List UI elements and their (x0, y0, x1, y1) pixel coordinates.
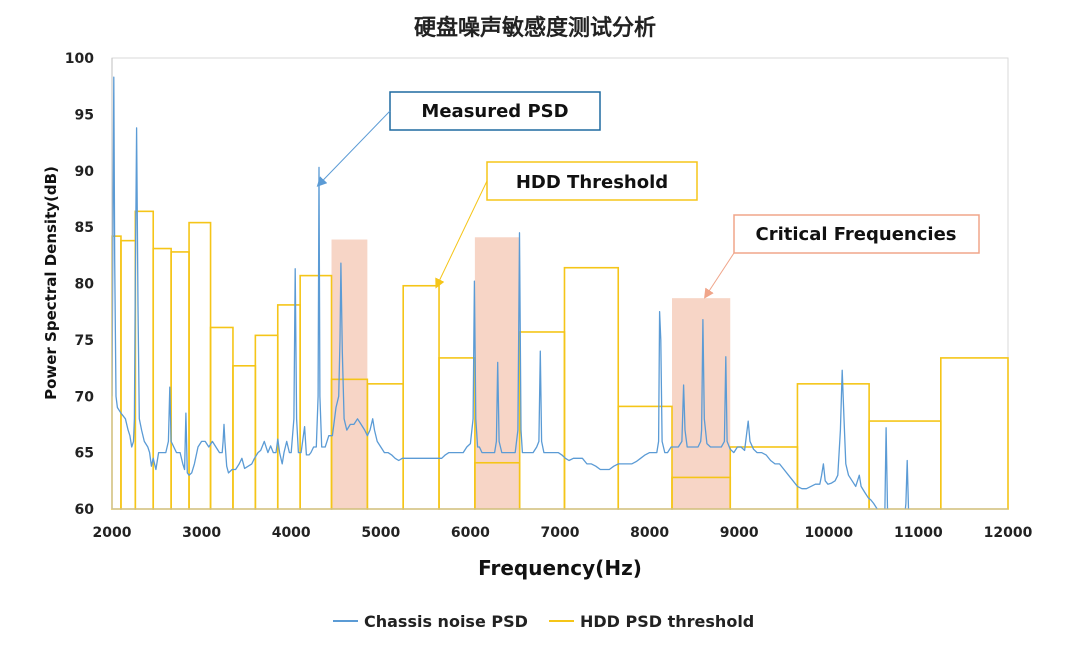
critical-region-3 (672, 298, 731, 509)
threshold-segment-11 (299, 274, 333, 510)
x-tick-label: 3000 (182, 525, 221, 541)
annotation-critical-text: Critical Frequencies (756, 224, 957, 245)
y-tick-label: 75 (75, 333, 94, 349)
y-tick-labels: 60 65 70 75 80 85 90 95 100 (65, 51, 94, 518)
annotation-measured-text: Measured PSD (421, 101, 568, 122)
threshold-segment-5 (170, 251, 190, 510)
critical-frequency-regions (331, 237, 731, 509)
y-tick-label: 65 (75, 446, 94, 462)
y-tick-label: 90 (75, 164, 95, 180)
annotation-critical-box (733, 214, 980, 254)
threshold-segment-23 (868, 420, 942, 510)
x-tick-label: 4000 (272, 525, 311, 541)
threshold-segment-17 (518, 331, 566, 510)
legend-item-threshold: HDD PSD threshold (549, 612, 754, 631)
threshold-segment-7 (209, 326, 234, 510)
annotation-measured-psd: Measured PSD (316, 91, 601, 187)
x-tick-label: 12000 (984, 525, 1033, 541)
threshold-segment-22 (796, 383, 870, 510)
threshold-segment-15 (438, 357, 476, 510)
x-tick-label: 10000 (804, 525, 853, 541)
y-tick-label: 95 (75, 107, 94, 123)
threshold-segment-9 (254, 334, 279, 510)
threshold-segment-6 (188, 221, 212, 510)
legend-label-threshold: HDD PSD threshold (580, 612, 754, 631)
threshold-series (111, 210, 1009, 510)
y-tick-label: 80 (75, 277, 95, 293)
annotation-threshold-box (486, 161, 698, 201)
x-tick-label: 5000 (361, 525, 400, 541)
legend: Chassis noise PSD HDD PSD threshold (333, 612, 754, 631)
annotation-measured-arrow (316, 110, 391, 187)
chart-title: 硬盘噪声敏感度测试分析 (414, 15, 656, 41)
x-tick-label: 7000 (541, 525, 580, 541)
x-tick-labels: 2000 3000 4000 5000 6000 7000 8000 9000 10000 110… (93, 525, 1033, 541)
threshold-segment-14 (402, 284, 440, 510)
threshold-segment-19 (617, 405, 673, 510)
annotation-critical-frequencies: Critical Frequencies (704, 214, 980, 299)
annotation-threshold-arrow (435, 180, 488, 289)
threshold-segment-21 (729, 446, 799, 510)
threshold-segment-24 (939, 357, 1009, 510)
x-tick-label: 11000 (894, 525, 943, 541)
legend-item-psd: Chassis noise PSD (333, 612, 528, 631)
x-tick-label: 6000 (451, 525, 490, 541)
x-axis-title: Frequency(Hz) (478, 556, 642, 580)
critical-region-1 (331, 239, 368, 509)
threshold-segment-2 (120, 239, 137, 510)
y-axis-title: Power Spectral Density(dB) (42, 166, 60, 400)
x-tick-label: 9000 (720, 525, 759, 541)
psd-line (112, 76, 910, 509)
y-tick-label: 85 (75, 220, 94, 236)
threshold-segment-13 (366, 383, 404, 510)
legend-label-psd: Chassis noise PSD (364, 612, 528, 631)
threshold-segment-18 (563, 266, 620, 510)
y-tick-label: 70 (75, 389, 95, 405)
annotation-hdd-threshold: HDD Threshold (435, 161, 698, 289)
psd-series (112, 76, 910, 509)
annotation-critical-arrow (704, 252, 735, 299)
y-tick-label: 60 (75, 502, 95, 518)
x-tick-label: 2000 (93, 525, 132, 541)
y-tick-label: 100 (65, 51, 94, 67)
threshold-segment-8 (232, 365, 257, 510)
annotation-threshold-text: HDD Threshold (516, 172, 668, 193)
x-tick-label: 8000 (630, 525, 669, 541)
threshold-segment-1 (111, 235, 122, 510)
